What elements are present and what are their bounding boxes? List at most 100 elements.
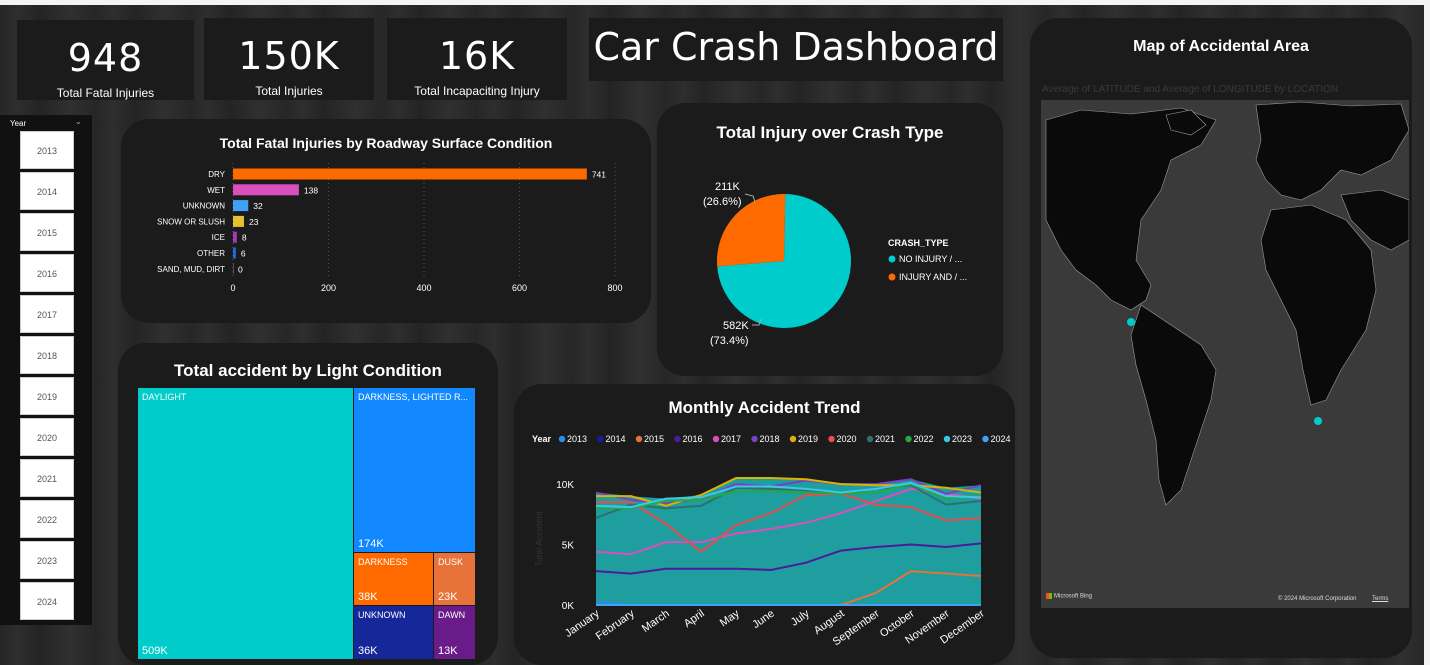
year-option-2023[interactable]: 2023 xyxy=(20,541,74,579)
series-line-2023 xyxy=(595,481,982,509)
kpi-value: 16K xyxy=(438,34,516,78)
slice-label: 582K xyxy=(723,320,749,332)
kpi-label: Total Incapaciting Injury xyxy=(414,84,540,98)
bing-label: Microsoft Bing xyxy=(1054,593,1093,600)
bar xyxy=(233,231,237,243)
year-option-2015[interactable]: 2015 xyxy=(20,213,74,251)
legend-label: 2018 xyxy=(760,434,780,444)
legend-marker xyxy=(712,435,720,443)
leader-line xyxy=(752,318,762,326)
bar xyxy=(233,168,587,180)
legend-title: Year xyxy=(532,434,552,444)
tile-value: 36K xyxy=(358,645,378,657)
treemap-card: Total accident by Light Condition DAYLIG… xyxy=(118,343,498,665)
kpi-card-incapacitating: 16K Total Incapaciting Injury xyxy=(387,18,567,100)
bar xyxy=(233,215,244,227)
map-copyright: © 2024 Microsoft Corporation xyxy=(1278,596,1357,602)
treemap-tile[interactable]: DARKNESS 38K xyxy=(354,553,433,605)
year-option-2020[interactable]: 2020 xyxy=(20,418,74,456)
x-tick-label: July xyxy=(789,607,812,628)
legend-label: 2023 xyxy=(952,434,972,444)
data-label: 0 xyxy=(238,264,243,274)
legend-marker xyxy=(635,435,643,443)
year-option-2019[interactable]: 2019 xyxy=(20,377,74,415)
legend-label: 2019 xyxy=(798,434,818,444)
chart-title: Total Injury over Crash Type xyxy=(716,123,944,142)
x-tick-label: April xyxy=(682,608,707,630)
x-tick-label: May xyxy=(718,607,742,629)
category-label: WET xyxy=(207,186,225,195)
legend-label: 2020 xyxy=(837,434,857,444)
year-option-2018[interactable]: 2018 xyxy=(20,336,74,374)
tile-label: DAYLIGHT xyxy=(142,392,187,402)
treemap-tile[interactable]: DUSK 23K xyxy=(434,553,475,605)
bar xyxy=(233,263,234,275)
tile-value: 174K xyxy=(358,538,384,550)
map-subtitle: Average of LATITUDE and Average of LONGI… xyxy=(1042,84,1339,95)
treemap-tile[interactable]: DAWN 13K xyxy=(434,606,475,659)
area-chart: Year 2013 2014 2015 2016 2017 2018 2019 2020 2021… xyxy=(532,434,1011,648)
series-line-2016 xyxy=(595,542,982,575)
year-option-2022[interactable]: 2022 xyxy=(20,500,74,538)
location-marker[interactable] xyxy=(1127,318,1135,326)
location-marker[interactable] xyxy=(1314,417,1322,425)
data-label: 741 xyxy=(592,170,606,180)
tile-value: 38K xyxy=(358,591,378,603)
legend-marker xyxy=(888,273,896,281)
chart-title: Monthly Accident Trend xyxy=(668,398,861,417)
chart-title: Total accident by Light Condition xyxy=(174,361,442,380)
series-line-2021 xyxy=(595,484,982,519)
year-option-2024[interactable]: 2024 xyxy=(20,582,74,620)
x-tick-label: February xyxy=(594,607,637,642)
legend-marker xyxy=(597,435,604,443)
chart-title: Total Fatal Injuries by Roadway Surface … xyxy=(219,135,553,151)
year-option-2017[interactable]: 2017 xyxy=(20,295,74,333)
series-line-2022 xyxy=(596,483,982,510)
bar xyxy=(233,184,299,196)
series-line-2020 xyxy=(596,492,982,554)
legend-label: 2024 xyxy=(991,434,1011,444)
legend-title: CRASH_TYPE xyxy=(888,238,949,248)
world-map[interactable] xyxy=(1041,100,1409,608)
terms-link[interactable]: Terms xyxy=(1372,596,1389,602)
legend-label: 2021 xyxy=(875,434,895,444)
bar xyxy=(233,247,236,259)
treemap-tile[interactable]: DARKNESS, LIGHTED R... 174K xyxy=(354,388,475,552)
bar-chart: 0 200 400 600 800 DRY 741 WET 138 UNKNOWN 32 SNOW O… xyxy=(157,163,623,293)
tile-value: 13K xyxy=(438,645,458,657)
year-option-2014[interactable]: 2014 xyxy=(20,172,74,210)
treemap-tile[interactable]: DAYLIGHT 509K xyxy=(138,388,353,659)
data-label: 6 xyxy=(241,249,246,259)
tile-label: DUSK xyxy=(438,557,464,567)
legend-marker xyxy=(751,435,758,443)
slice-pct: (26.6%) xyxy=(703,196,742,208)
data-label: 8 xyxy=(242,233,247,243)
year-option-2016[interactable]: 2016 xyxy=(20,254,74,292)
slicer-header: Year xyxy=(10,119,27,128)
tile-label: DARKNESS, LIGHTED R... xyxy=(358,392,469,402)
chevron-down-icon[interactable]: ⌄ xyxy=(75,117,82,126)
data-label: 32 xyxy=(253,201,263,211)
data-label: 138 xyxy=(304,185,318,195)
legend-label: 2016 xyxy=(683,434,703,444)
category-label: SNOW OR SLUSH xyxy=(157,217,225,226)
tile-value: 509K xyxy=(142,645,168,657)
year-option-2021[interactable]: 2021 xyxy=(20,459,74,497)
year-option-2013[interactable]: 2013 xyxy=(20,131,74,169)
category-label: OTHER xyxy=(197,249,225,258)
kpi-card-injuries: 150K Total Injuries xyxy=(204,18,374,100)
pie-chart-card: Total Injury over Crash Type 211K (26.6%)… xyxy=(657,103,1003,376)
pie-slice xyxy=(717,194,851,328)
bar xyxy=(233,200,249,212)
series-line-2017 xyxy=(595,487,982,556)
area-fill xyxy=(596,478,981,605)
legend-label: 2017 xyxy=(721,434,741,444)
tile-label: UNKNOWN xyxy=(358,610,406,620)
year-slicer[interactable]: Year ⌄ 2013 2014 2015 2016 2017 2018 2019 2020 2… xyxy=(0,115,92,625)
y-axis-label: Total Accident xyxy=(534,511,544,567)
legend-marker xyxy=(828,435,835,443)
treemap-tile[interactable]: UNKNOWN 36K xyxy=(354,606,433,659)
x-tick-label: 0 xyxy=(230,283,235,293)
tile-value: 23K xyxy=(438,591,458,603)
legend-marker xyxy=(982,435,989,443)
